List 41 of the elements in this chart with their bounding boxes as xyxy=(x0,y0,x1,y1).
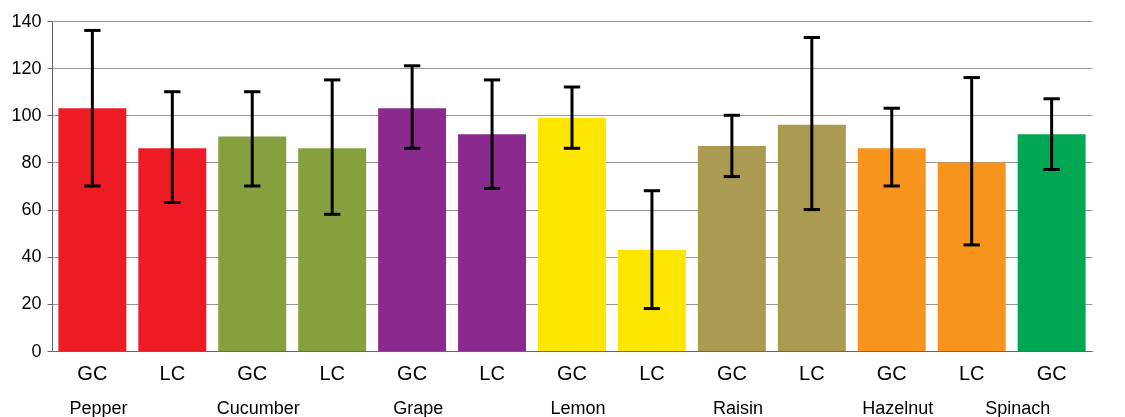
text: Lemon xyxy=(550,398,606,417)
y-tick-label: 0 xyxy=(31,340,42,361)
text: Grape xyxy=(393,398,444,417)
bar xyxy=(458,134,527,351)
bar xyxy=(218,136,287,351)
text: Cucumber xyxy=(216,398,300,417)
y-tick-label: 100 xyxy=(11,104,42,125)
bar xyxy=(1017,134,1086,351)
bar xyxy=(777,124,846,351)
text: Hazelnut xyxy=(862,398,934,417)
y-tick-label: 140 xyxy=(11,10,42,31)
x-tick-label: GC xyxy=(77,361,108,384)
text: Raisin xyxy=(712,398,763,417)
x-tick-label: LC xyxy=(479,361,505,384)
text: Pepper xyxy=(69,398,128,417)
x-tick-label: LC xyxy=(639,361,665,384)
y-tick-label: 120 xyxy=(11,57,42,78)
text: Spinach xyxy=(985,398,1051,417)
x-tick-label: LC xyxy=(159,361,186,384)
x-tick-label: GC xyxy=(557,361,587,384)
x-tick-label: GC xyxy=(1036,361,1067,384)
y-tick-label: 40 xyxy=(21,246,42,267)
bar xyxy=(617,249,686,351)
x-tick-label: LC xyxy=(319,361,345,384)
bar xyxy=(697,145,766,351)
bar xyxy=(138,148,207,351)
bar xyxy=(538,117,606,351)
bar xyxy=(378,108,447,351)
x-tick-label: GC xyxy=(876,361,907,384)
bar xyxy=(58,108,127,351)
x-tick-label: GC xyxy=(716,361,747,384)
x-tick-label: GC xyxy=(237,361,268,384)
y-tick-label: 60 xyxy=(21,199,42,220)
bar xyxy=(857,148,926,351)
bar xyxy=(298,148,367,351)
x-tick-label: LC xyxy=(799,361,825,384)
y-tick-label: 20 xyxy=(21,293,42,314)
bar xyxy=(937,162,1006,351)
x-tick-label: GC xyxy=(397,361,428,384)
x-tick-label: LC xyxy=(958,361,985,384)
y-tick-label: 80 xyxy=(21,151,42,172)
